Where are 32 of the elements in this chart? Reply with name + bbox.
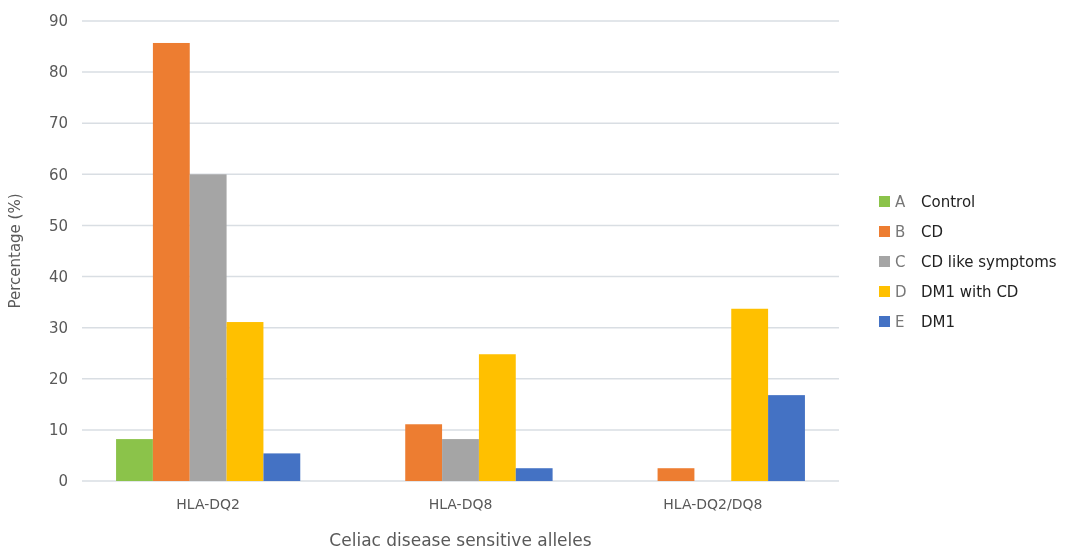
- y-tick-label: 70: [48, 114, 68, 133]
- bar: [731, 308, 769, 481]
- y-tick-label: 0: [58, 472, 68, 491]
- y-tick-label: 40: [48, 267, 68, 286]
- y-tick-label: 30: [48, 318, 68, 337]
- bar: [405, 424, 443, 481]
- y-tick-label: 60: [48, 165, 68, 184]
- bar: [478, 354, 516, 481]
- bar: [768, 395, 805, 481]
- y-tick-label: 90: [48, 12, 68, 31]
- bar: [657, 468, 695, 481]
- x-tick-label: HLA-DQ8: [428, 496, 493, 512]
- legend-label: C CD like symptoms: [895, 253, 1057, 272]
- y-tick-label: 10: [48, 421, 68, 440]
- y-tick-label: 20: [48, 370, 68, 389]
- y-tick-label: 80: [48, 63, 68, 82]
- bar: [152, 42, 190, 481]
- bar: [189, 174, 227, 481]
- y-axis-title: Percentage (%): [6, 193, 24, 309]
- bar: [263, 453, 301, 481]
- legend-label: A Control: [895, 193, 976, 212]
- legend-label: D DM1 with CD: [895, 283, 1019, 302]
- legend-label: E DM1: [895, 313, 956, 332]
- legend-label: B CD: [895, 223, 944, 242]
- x-axis-title: Celiac disease sensitive alleles: [329, 530, 592, 550]
- bar: [226, 322, 264, 481]
- y-tick-label: 50: [48, 216, 68, 235]
- bar: [116, 439, 153, 481]
- bar: [515, 468, 553, 481]
- x-tick-label: HLA-DQ2/DQ8: [663, 496, 763, 512]
- x-tick-label: HLA-DQ2: [176, 496, 241, 512]
- bar: [442, 439, 479, 481]
